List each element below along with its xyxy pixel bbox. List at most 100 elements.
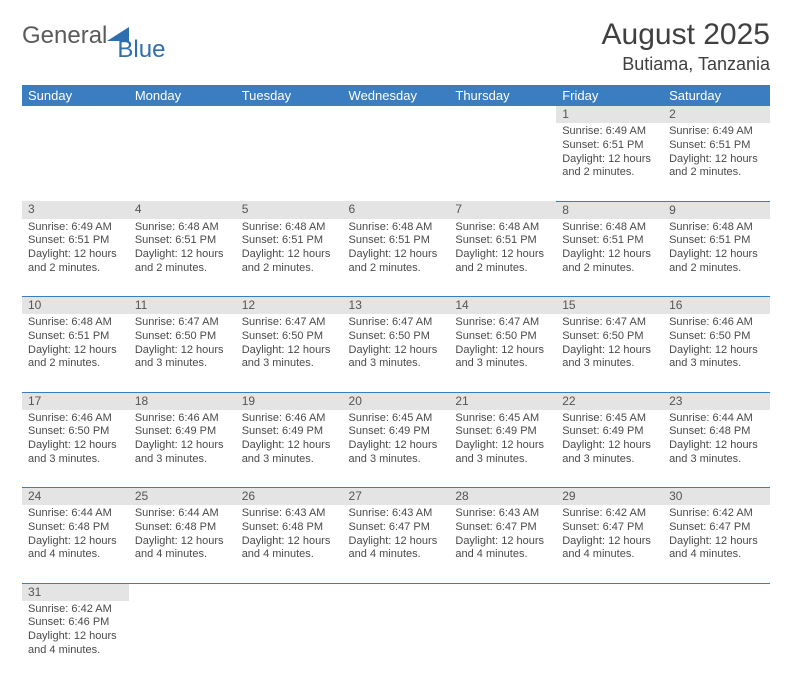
day-data-cell: Sunrise: 6:47 AMSunset: 6:50 PMDaylight:…	[129, 314, 236, 392]
daylight-line: Daylight: 12 hours and 3 minutes.	[455, 439, 550, 467]
sunrise-line: Sunrise: 6:43 AM	[349, 507, 444, 521]
day-data-cell	[129, 123, 236, 201]
sunrise-line: Sunrise: 6:48 AM	[455, 221, 550, 235]
daylight-line: Daylight: 12 hours and 3 minutes.	[562, 439, 657, 467]
sunrise-line: Sunrise: 6:45 AM	[349, 412, 444, 426]
day-data-cell: Sunrise: 6:49 AMSunset: 6:51 PMDaylight:…	[22, 219, 129, 297]
day-data-cell: Sunrise: 6:45 AMSunset: 6:49 PMDaylight:…	[343, 410, 450, 488]
daylight-line: Daylight: 12 hours and 2 minutes.	[562, 153, 657, 181]
weekday-header: Saturday	[663, 85, 770, 106]
sunset-line: Sunset: 6:47 PM	[349, 521, 444, 535]
daylight-line: Daylight: 12 hours and 2 minutes.	[28, 248, 123, 276]
day-number-cell: 24	[22, 488, 129, 506]
sunset-line: Sunset: 6:47 PM	[562, 521, 657, 535]
daylight-line: Daylight: 12 hours and 3 minutes.	[135, 439, 230, 467]
day-number-cell	[22, 106, 129, 123]
daylight-line: Daylight: 12 hours and 3 minutes.	[242, 439, 337, 467]
sunrise-line: Sunrise: 6:49 AM	[669, 125, 764, 139]
sunrise-line: Sunrise: 6:44 AM	[669, 412, 764, 426]
day-number-cell: 16	[663, 297, 770, 315]
day-number-cell	[663, 583, 770, 601]
day-data-cell: Sunrise: 6:48 AMSunset: 6:51 PMDaylight:…	[449, 219, 556, 297]
day-number-cell: 21	[449, 392, 556, 410]
day-number-cell: 12	[236, 297, 343, 315]
day-data-cell: Sunrise: 6:42 AMSunset: 6:46 PMDaylight:…	[22, 601, 129, 679]
daylight-line: Daylight: 12 hours and 3 minutes.	[455, 344, 550, 372]
sunrise-line: Sunrise: 6:45 AM	[562, 412, 657, 426]
sunset-line: Sunset: 6:50 PM	[562, 330, 657, 344]
sunrise-line: Sunrise: 6:48 AM	[349, 221, 444, 235]
day-number-cell: 19	[236, 392, 343, 410]
sunrise-line: Sunrise: 6:42 AM	[28, 603, 123, 617]
sunset-line: Sunset: 6:50 PM	[349, 330, 444, 344]
sunset-line: Sunset: 6:51 PM	[28, 234, 123, 248]
sunrise-line: Sunrise: 6:47 AM	[242, 316, 337, 330]
day-data-cell: Sunrise: 6:47 AMSunset: 6:50 PMDaylight:…	[236, 314, 343, 392]
day-data-cell: Sunrise: 6:43 AMSunset: 6:47 PMDaylight:…	[343, 505, 450, 583]
day-number-cell: 5	[236, 201, 343, 219]
day-data-cell	[22, 123, 129, 201]
sunrise-line: Sunrise: 6:46 AM	[28, 412, 123, 426]
sunset-line: Sunset: 6:49 PM	[562, 425, 657, 439]
sunset-line: Sunset: 6:50 PM	[28, 425, 123, 439]
day-data-cell: Sunrise: 6:48 AMSunset: 6:51 PMDaylight:…	[343, 219, 450, 297]
weekday-header: Monday	[129, 85, 236, 106]
sunset-line: Sunset: 6:51 PM	[135, 234, 230, 248]
sunrise-line: Sunrise: 6:46 AM	[669, 316, 764, 330]
day-number-cell: 17	[22, 392, 129, 410]
day-data-cell: Sunrise: 6:49 AMSunset: 6:51 PMDaylight:…	[556, 123, 663, 201]
day-data-cell: Sunrise: 6:42 AMSunset: 6:47 PMDaylight:…	[663, 505, 770, 583]
day-data-cell: Sunrise: 6:47 AMSunset: 6:50 PMDaylight:…	[556, 314, 663, 392]
day-number-cell: 14	[449, 297, 556, 315]
daylight-line: Daylight: 12 hours and 2 minutes.	[669, 248, 764, 276]
day-data-row: Sunrise: 6:49 AMSunset: 6:51 PMDaylight:…	[22, 123, 770, 201]
sunrise-line: Sunrise: 6:48 AM	[242, 221, 337, 235]
logo-text-general: General	[22, 22, 107, 50]
logo-text-blue: Blue	[117, 36, 165, 64]
weekday-header: Sunday	[22, 85, 129, 106]
day-data-cell: Sunrise: 6:48 AMSunset: 6:51 PMDaylight:…	[556, 219, 663, 297]
logo: General Blue	[22, 18, 181, 50]
sunrise-line: Sunrise: 6:49 AM	[562, 125, 657, 139]
title-block: August 2025 Butiama, Tanzania	[602, 18, 770, 75]
sunrise-line: Sunrise: 6:48 AM	[562, 221, 657, 235]
sunrise-line: Sunrise: 6:43 AM	[455, 507, 550, 521]
day-number-row: 10111213141516	[22, 297, 770, 315]
daylight-line: Daylight: 12 hours and 4 minutes.	[28, 535, 123, 563]
sunrise-line: Sunrise: 6:47 AM	[562, 316, 657, 330]
day-number-cell: 8	[556, 201, 663, 219]
sunrise-line: Sunrise: 6:43 AM	[242, 507, 337, 521]
day-number-cell: 25	[129, 488, 236, 506]
sunset-line: Sunset: 6:51 PM	[349, 234, 444, 248]
daylight-line: Daylight: 12 hours and 3 minutes.	[669, 344, 764, 372]
sunrise-line: Sunrise: 6:44 AM	[135, 507, 230, 521]
sunset-line: Sunset: 6:50 PM	[135, 330, 230, 344]
weekday-header: Thursday	[449, 85, 556, 106]
day-number-row: 17181920212223	[22, 392, 770, 410]
day-number-cell: 7	[449, 201, 556, 219]
day-data-cell: Sunrise: 6:46 AMSunset: 6:50 PMDaylight:…	[22, 410, 129, 488]
sunset-line: Sunset: 6:51 PM	[669, 234, 764, 248]
day-number-cell: 22	[556, 392, 663, 410]
day-number-cell: 20	[343, 392, 450, 410]
sunset-line: Sunset: 6:48 PM	[28, 521, 123, 535]
day-data-cell: Sunrise: 6:42 AMSunset: 6:47 PMDaylight:…	[556, 505, 663, 583]
sunset-line: Sunset: 6:47 PM	[669, 521, 764, 535]
sunset-line: Sunset: 6:49 PM	[135, 425, 230, 439]
daylight-line: Daylight: 12 hours and 3 minutes.	[135, 344, 230, 372]
day-data-row: Sunrise: 6:48 AMSunset: 6:51 PMDaylight:…	[22, 314, 770, 392]
daylight-line: Daylight: 12 hours and 3 minutes.	[562, 344, 657, 372]
daylight-line: Daylight: 12 hours and 2 minutes.	[242, 248, 337, 276]
day-data-cell	[343, 123, 450, 201]
day-data-cell	[129, 601, 236, 679]
sunrise-line: Sunrise: 6:42 AM	[562, 507, 657, 521]
weekday-header: Wednesday	[343, 85, 450, 106]
sunset-line: Sunset: 6:49 PM	[349, 425, 444, 439]
day-number-cell	[236, 106, 343, 123]
day-data-cell: Sunrise: 6:44 AMSunset: 6:48 PMDaylight:…	[663, 410, 770, 488]
day-number-cell	[236, 583, 343, 601]
day-number-cell: 23	[663, 392, 770, 410]
day-number-cell: 15	[556, 297, 663, 315]
weekday-header: Tuesday	[236, 85, 343, 106]
day-data-cell	[449, 601, 556, 679]
